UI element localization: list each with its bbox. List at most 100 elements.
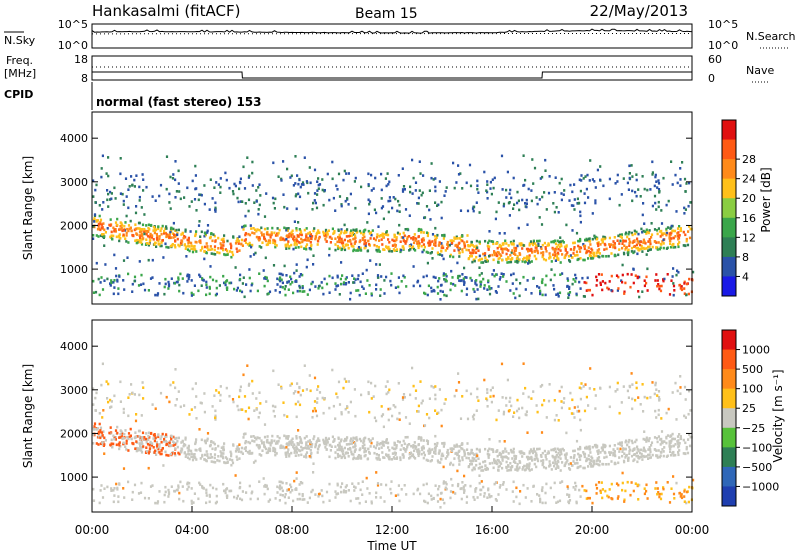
power-cell [239,290,241,293]
power-cell [236,238,238,241]
power-cell [176,190,178,193]
velocity-cell [497,455,499,458]
power-cell [580,190,582,193]
power-cell [241,239,243,242]
velocity-cell [142,397,144,400]
velocity-cell [332,440,334,443]
power-cell [235,266,237,269]
velocity-cell [447,449,449,452]
velocity-cell [589,451,591,454]
power-cell [345,278,347,281]
velocity-cell [260,454,262,457]
velocity-cell [282,446,284,449]
power-cell [594,202,596,205]
power-cell [288,227,290,230]
power-cell [402,236,404,239]
velocity-cell [264,436,266,439]
power-cell [162,225,164,228]
power-cell [453,249,455,252]
power-cell [526,259,528,262]
velocity-cell [685,398,687,401]
power-cell [439,253,441,256]
velocity-cell [540,455,542,458]
power-cell [242,166,244,169]
velocity-cell [617,447,619,450]
velocity-cell [459,460,461,463]
velocity-cell [219,394,221,397]
power-cell [150,233,152,236]
power-cell [398,292,400,295]
velocity-cell [399,441,401,444]
power-cell [357,289,359,292]
velocity-cell [189,458,191,461]
power-cell [199,235,201,238]
velocity-cell [135,413,137,416]
velocity-cell [505,455,507,458]
velocity-cell [296,451,298,454]
velocity-cell [225,492,227,495]
power-cell [472,249,474,252]
velocity-cell [661,493,663,496]
power-cell [498,201,500,204]
power-cell [627,251,629,254]
power-cell [655,246,657,249]
velocity-cell [124,429,126,432]
velocity-cell [217,445,219,448]
power-cell [144,289,146,292]
velocity-cell [658,449,660,452]
power-cell [649,245,651,248]
velocity-cell [94,422,96,425]
power-cell [539,216,541,219]
power-cell [142,173,144,176]
velocity-cell [248,383,250,386]
velocity-cell [306,447,308,450]
power-cell [609,245,611,248]
power-cell [561,178,563,181]
power-cell [447,241,449,244]
velocity-cell [126,442,128,445]
velocity-cell [504,440,506,443]
power-cell [506,261,508,264]
power-cell [346,235,348,238]
power-cell [431,290,433,293]
velocity-cell [212,405,214,408]
velocity-cell [469,485,471,488]
power-cell [126,234,128,237]
power-cell [665,228,667,231]
power-cell [279,239,281,242]
power-cell [229,250,231,253]
velocity-cell [532,485,534,488]
freq-unit-label: [MHz] [4,67,36,80]
velocity-cell [636,387,638,390]
freq-left-tick-bottom: 8 [81,72,88,85]
power-cell [367,173,369,176]
power-cell [530,249,532,252]
velocity-cell [433,497,435,500]
velocity-cell [115,483,117,486]
velocity-cell [610,460,612,463]
velocity-cell [392,452,394,455]
power-cell [493,251,495,254]
velocity-cell [134,431,136,434]
power-cell [340,278,342,281]
velocity-cell [94,397,96,400]
velocity-cell [477,399,479,402]
velocity-cell [541,431,543,434]
velocity-cell [326,439,328,442]
velocity-cell [203,487,205,490]
velocity-cell [437,459,439,462]
power-cell [512,282,514,285]
velocity-cell [395,494,397,497]
power-cell [239,182,241,185]
power-cell [654,240,656,243]
velocity-cell [317,451,319,454]
velocity-cell [476,448,478,451]
power-cell [111,238,113,241]
power-cell [139,199,141,202]
power-cell [312,263,314,266]
power-cell [222,275,224,278]
power-cell [584,259,586,262]
velocity-cell [530,397,532,400]
velocity-cell [165,454,167,457]
power-cell [376,233,378,236]
